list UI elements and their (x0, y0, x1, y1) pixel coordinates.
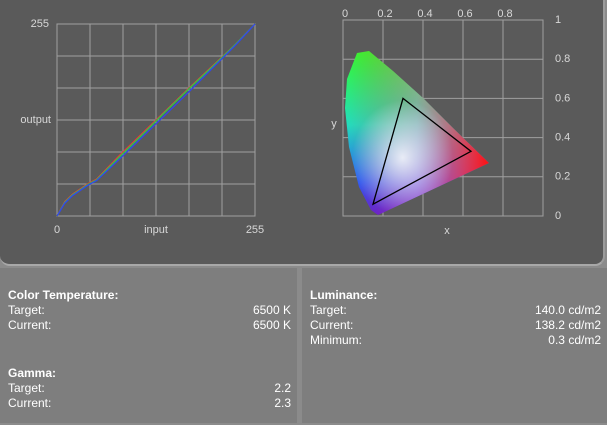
row-value: 2.2 (274, 381, 291, 395)
info-section: Luminance: Target: 140.0 cd/m2 Current: 138.… (310, 287, 601, 348)
y-tick-label: 0.2 (555, 171, 570, 183)
row-label: Target: (8, 303, 45, 317)
white-point-glow (345, 51, 489, 215)
row-value: 0.3 cd/m2 (548, 333, 601, 347)
x-axis-label: input (144, 224, 168, 236)
gamma-curve (56, 23, 256, 217)
gamma-graph: 0 255 255 input output (20, 18, 264, 236)
info-section: Gamma: Target: 2.2 Current: 2.3 (8, 365, 291, 411)
y-tick-label: 255 (31, 18, 49, 30)
x-tick-label: 0 (54, 224, 60, 236)
y-axis-label: y (331, 118, 337, 130)
row-value: 6500 K (252, 303, 291, 317)
row-label: Current: (8, 318, 52, 332)
row-label: Current: (310, 318, 354, 332)
x-tick-label: 0.4 (417, 8, 432, 20)
x-tick-label: 0.6 (457, 8, 472, 20)
info-section: Color Temperature: Target: 6500 K Current: 6… (8, 287, 291, 333)
row-label: Target: (8, 381, 45, 395)
row-label: Current: (8, 396, 52, 410)
x-tick-label: 0.8 (497, 8, 512, 20)
info-row: Current: 6500 K (8, 318, 291, 333)
graph-area (0, 0, 605, 266)
info-row: Target: 6500 K (8, 303, 291, 318)
section-title: Gamma: (8, 366, 57, 380)
row-label: Minimum: (310, 333, 363, 347)
x-tick-label: 0.2 (377, 8, 392, 20)
cie-graph: 0 0.2 0.4 0.6 0.8 0 0.2 0.4 0.6 0.8 1 x y (331, 8, 570, 237)
plot-frame (342, 19, 544, 217)
gamut-triangle (371, 97, 473, 206)
section-title: Color Temperature: (8, 288, 119, 302)
y-tick-label: 0.4 (555, 132, 570, 144)
info-row: Current: 2.3 (8, 396, 291, 411)
info-row: Minimum: 0.3 cd/m2 (310, 333, 601, 348)
row-value: 2.3 (274, 396, 291, 410)
right-panel: Luminance: Target: 140.0 cd/m2 Current: 138.… (302, 268, 607, 423)
x-axis-label: x (444, 225, 450, 237)
section-title: Luminance: (310, 288, 378, 302)
y-tick-label: 0 (555, 210, 561, 222)
y-axis-label: output (20, 114, 51, 126)
y-tick-label: 0.6 (555, 92, 570, 104)
info-row: Target: 2.2 (8, 381, 291, 396)
y-tick-label: 1 (555, 14, 561, 26)
y-tick-label: 0.8 (555, 53, 570, 65)
x-tick-label: 0 (342, 8, 348, 20)
left-panel: Color Temperature: Target: 6500 K Current: 6… (0, 268, 297, 423)
row-value: 6500 K (252, 318, 291, 332)
x-tick-label: 255 (246, 224, 264, 236)
row-value: 138.2 cd/m2 (534, 318, 601, 332)
info-row: Target: 140.0 cd/m2 (310, 303, 601, 318)
row-value: 140.0 cd/m2 (534, 303, 601, 317)
row-label: Target: (310, 303, 347, 317)
info-row: Current: 138.2 cd/m2 (310, 318, 601, 333)
